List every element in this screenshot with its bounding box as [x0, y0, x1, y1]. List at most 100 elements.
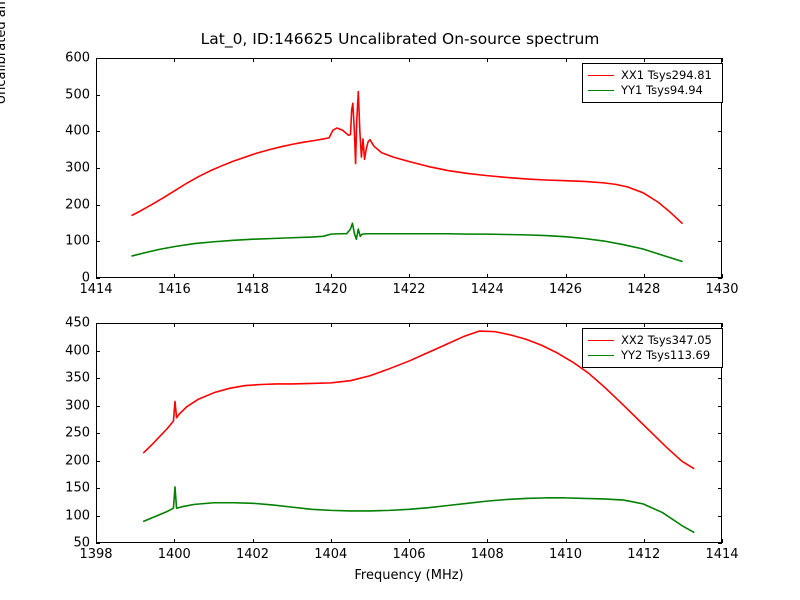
- y-tick-mark: [718, 543, 722, 544]
- x-tick-mark: [252, 323, 254, 327]
- y-tick-mark: [718, 515, 722, 517]
- legend-label: YY1 Tsys94.94: [621, 83, 703, 97]
- y-tick-mark: [96, 433, 100, 434]
- x-tick-mark: [487, 539, 489, 543]
- x-tick-label: 1404: [314, 547, 348, 562]
- legend-item: XX1 Tsys294.81: [588, 68, 716, 83]
- legend-label: XX2 Tsys347.05: [621, 333, 712, 347]
- x-tick-mark: [722, 274, 723, 278]
- y-tick-mark: [718, 204, 722, 206]
- y-tick-mark: [96, 241, 100, 243]
- y-tick-mark: [96, 94, 100, 96]
- x-tick-label: 1402: [235, 547, 270, 562]
- x-tick-mark: [174, 58, 176, 62]
- x-tick-mark: [409, 539, 410, 543]
- x-tick-mark: [722, 539, 723, 543]
- x-tick-label: 1418: [235, 282, 270, 297]
- y-tick-mark: [96, 131, 100, 133]
- x-tick-label: 1424: [470, 282, 504, 297]
- series-line: [143, 330, 695, 470]
- bottom-legend: XX2 Tsys347.05 YY2 Tsys113.69: [582, 328, 723, 368]
- x-tick-mark: [565, 58, 567, 62]
- x-tick-mark: [174, 274, 176, 278]
- x-tick-label: 1428: [627, 282, 661, 297]
- y-tick-mark: [718, 58, 722, 59]
- legend-color-swatch: [588, 340, 614, 341]
- x-tick-mark: [565, 274, 567, 278]
- y-tick-label: 50: [73, 535, 90, 551]
- y-tick-label: 200: [65, 197, 90, 213]
- series-line: [131, 90, 683, 225]
- x-tick-mark: [409, 274, 410, 278]
- y-tick-label: 300: [65, 398, 90, 413]
- y-tick-mark: [718, 378, 722, 379]
- x-tick-mark: [252, 539, 254, 543]
- series-line: [131, 222, 683, 263]
- x-tick-mark: [96, 58, 97, 62]
- x-tick-mark: [330, 539, 332, 543]
- x-tick-mark: [96, 323, 97, 327]
- x-tick-mark: [722, 323, 723, 327]
- x-tick-mark: [330, 323, 332, 327]
- y-tick-label: 150: [65, 480, 90, 496]
- y-tick-mark: [718, 460, 722, 462]
- legend-label: YY2 Tsys113.69: [621, 348, 711, 362]
- y-tick-mark: [718, 131, 722, 133]
- x-tick-mark: [487, 58, 489, 62]
- x-tick-mark: [409, 58, 410, 62]
- x-tick-mark: [252, 58, 254, 62]
- x-tick-label: 1426: [548, 282, 583, 297]
- y-tick-label: 250: [65, 425, 90, 441]
- y-tick-label: 100: [65, 233, 90, 249]
- x-tick-label: 1400: [157, 547, 191, 562]
- x-tick-mark: [487, 274, 489, 278]
- x-tick-mark: [565, 539, 567, 543]
- bottom-spectrum-plot: [143, 330, 695, 533]
- page-title: Lat_0, ID:146625 Uncalibrated On-source …: [200, 30, 600, 48]
- y-tick-mark: [96, 405, 100, 407]
- y-tick-label: 0: [81, 270, 90, 286]
- y-tick-mark: [96, 58, 100, 59]
- y-tick-mark: [718, 488, 722, 489]
- top-legend: XX1 Tsys294.81 YY1 Tsys94.94: [582, 63, 723, 103]
- y-axis-label: Uncalibrated amplitude: [0, 0, 9, 105]
- y-tick-label: 500: [65, 87, 90, 103]
- y-tick-mark: [718, 241, 722, 243]
- y-tick-label: 350: [65, 370, 90, 386]
- x-tick-mark: [565, 323, 567, 327]
- x-tick-label: 1430: [705, 282, 739, 297]
- x-tick-mark: [487, 323, 489, 327]
- x-tick-mark: [96, 274, 97, 278]
- y-tick-mark: [96, 515, 100, 517]
- y-tick-mark: [96, 168, 100, 169]
- x-tick-mark: [330, 58, 332, 62]
- y-tick-mark: [96, 350, 100, 352]
- x-tick-label: 1416: [157, 282, 191, 297]
- x-tick-mark: [643, 323, 645, 327]
- y-tick-mark: [718, 433, 722, 434]
- y-tick-mark: [96, 378, 100, 379]
- x-tick-mark: [643, 539, 645, 543]
- y-tick-mark: [96, 323, 100, 324]
- x-tick-mark: [96, 539, 97, 543]
- y-tick-mark: [96, 204, 100, 206]
- x-tick-label: 1398: [79, 547, 113, 562]
- legend-label: XX1 Tsys294.81: [621, 68, 712, 82]
- x-tick-mark: [174, 323, 176, 327]
- y-tick-mark: [96, 278, 100, 279]
- y-tick-label: 400: [65, 343, 90, 358]
- x-tick-mark: [409, 323, 410, 327]
- legend-item: YY1 Tsys94.94: [588, 83, 716, 98]
- y-tick-mark: [96, 543, 100, 544]
- x-tick-mark: [174, 539, 176, 543]
- y-tick-label: 600: [65, 50, 90, 66]
- x-tick-label: 1422: [392, 282, 426, 297]
- top-spectrum-plot: [131, 90, 683, 263]
- y-tick-mark: [718, 323, 722, 324]
- y-tick-mark: [718, 278, 722, 279]
- legend-color-swatch: [588, 75, 614, 76]
- y-tick-label: 100: [65, 508, 90, 523]
- x-tick-mark: [643, 58, 645, 62]
- x-tick-label: 1414: [79, 282, 113, 297]
